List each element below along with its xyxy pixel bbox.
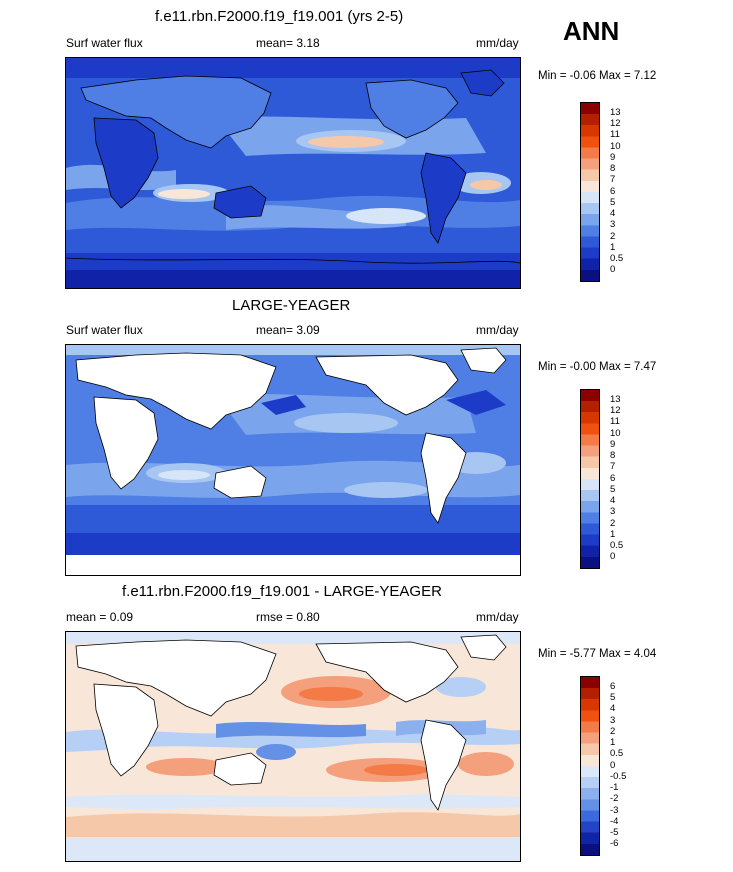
colorbar-label: 7 <box>610 174 616 185</box>
map-model-surf-water-flux <box>65 57 521 289</box>
colorbar-label: 6 <box>610 473 616 484</box>
colorbar-label: 0 <box>610 264 616 275</box>
colorbar-label: 8 <box>610 450 616 461</box>
colorbar-label: -6 <box>610 838 619 849</box>
colorbar-label: 2 <box>610 726 616 737</box>
colorbar-label: 0.5 <box>610 540 624 551</box>
variable-label: Surf water flux <box>66 36 143 50</box>
colorbar-label: 4 <box>610 208 616 219</box>
colorbar-label: 3 <box>610 715 616 726</box>
colorbar-label: 0 <box>610 760 616 771</box>
colorbar-label: 1 <box>610 242 616 253</box>
colorbar-label: 9 <box>610 152 616 163</box>
colorbar-label: 12 <box>610 405 621 416</box>
colorbar-label: 6 <box>610 681 616 692</box>
min-max-label: Min = -0.00 Max = 7.47 <box>538 361 657 373</box>
panel-title: f.e11.rbn.F2000.f19_f19.001 - LARGE-YEAG… <box>122 583 442 600</box>
colorbar-label: -5 <box>610 827 619 838</box>
colorbar-label: 7 <box>610 461 616 472</box>
units-label: mm/day <box>476 323 519 337</box>
colorbar-swatches <box>580 102 600 282</box>
colorbar-label: 4 <box>610 495 616 506</box>
colorbar-label: 5 <box>610 692 616 703</box>
colorbar-label: 3 <box>610 219 616 230</box>
colorbar-label: 4 <box>610 703 616 714</box>
colorbar-swatches <box>580 676 600 856</box>
colorbar-label: 5 <box>610 197 616 208</box>
colorbar-label: 13 <box>610 107 621 118</box>
colorbar-label: 11 <box>610 129 620 140</box>
colorbar-swatches <box>580 389 600 569</box>
colorbar-label: 0.5 <box>610 748 624 759</box>
colorbar-label: -1 <box>610 782 619 793</box>
colorbar-label: 3 <box>610 506 616 517</box>
colorbar-label: 2 <box>610 231 616 242</box>
min-max-label: Min = -5.77 Max = 4.04 <box>538 648 657 660</box>
colorbar-label: 6 <box>610 186 616 197</box>
panel-title: f.e11.rbn.F2000.f19_f19.001 (yrs 2-5) <box>155 8 404 25</box>
colorbar-label: 13 <box>610 394 621 405</box>
colorbar-label: 12 <box>610 118 621 129</box>
colorbar-label: 9 <box>610 439 616 450</box>
panel-title: LARGE-YEAGER <box>232 297 351 314</box>
variable-label: Surf water flux <box>66 323 143 337</box>
season-label: ANN <box>563 16 620 46</box>
units-label: mm/day <box>476 610 519 624</box>
colorbar-label: 8 <box>610 163 616 174</box>
rmse-label: rmse = 0.80 <box>256 610 320 624</box>
colorbar-label: 1 <box>610 737 616 748</box>
colorbar-label: 0 <box>610 551 616 562</box>
colorbar-label: -2 <box>610 793 619 804</box>
mean-label: mean= 3.18 <box>256 36 320 50</box>
colorbar-label: -0.5 <box>610 771 627 782</box>
colorbar-label: 10 <box>610 428 621 439</box>
colorbar-label: 2 <box>610 518 616 529</box>
colorbar-label: 0.5 <box>610 253 624 264</box>
colorbar-label: 11 <box>610 416 620 427</box>
mean-label: mean = 0.09 <box>66 610 134 624</box>
colorbar-label: -4 <box>610 816 619 827</box>
map-difference-surf-water-flux <box>65 631 521 862</box>
colorbar-label: -3 <box>610 805 619 816</box>
colorbar-label: 10 <box>610 141 621 152</box>
colorbar-label: 1 <box>610 529 616 540</box>
colorbar-label: 5 <box>610 484 616 495</box>
min-max-label: Min = -0.06 Max = 7.12 <box>538 70 657 82</box>
mean-label: mean= 3.09 <box>256 323 320 337</box>
map-observation-surf-water-flux <box>65 344 521 576</box>
units-label: mm/day <box>476 36 519 50</box>
